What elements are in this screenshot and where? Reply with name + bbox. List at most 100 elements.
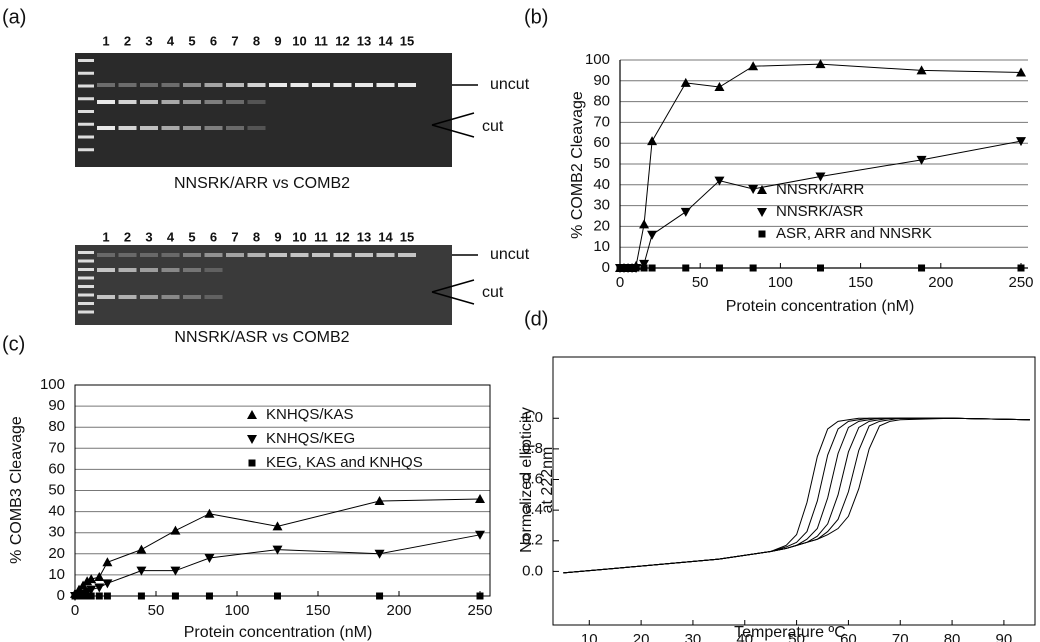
marker [104,593,111,600]
lane-number: 6 [210,33,217,48]
gel-band [119,268,137,272]
x-axis-title: Protein concentration (nM) [726,298,915,315]
lane-number: 10 [292,229,306,244]
legend-label: ASR, ARR and NNSRK [776,225,932,242]
x-tick-label: 100 [768,274,793,291]
y-tick-label: 10 [593,238,610,255]
marker [247,435,257,444]
ladder-band [78,251,94,254]
marker [750,265,757,272]
x-axis-title: Temperature ºC [734,624,846,641]
gel-band [226,83,244,87]
marker [138,593,145,600]
marker [759,231,766,238]
marker [633,265,640,272]
x-tick-label: 50 [148,602,165,619]
x-tick-label: 150 [848,274,873,291]
gel-band [140,295,158,299]
gel-band [162,100,180,104]
lane-number: 12 [335,229,349,244]
gel-band [183,253,201,257]
y-tick-label: 100 [40,376,65,393]
gel-band [398,83,416,87]
lane-number: 12 [335,33,349,48]
panel-label: (b) [524,6,548,28]
y-tick-label: 80 [48,418,65,435]
ladder-band [78,148,94,151]
gel-band [119,253,137,257]
lane-number: 3 [145,229,152,244]
y-tick-label: 70 [593,113,610,130]
series-line [563,418,1029,573]
lane-number: 9 [274,229,281,244]
gel-band [140,126,158,130]
panel-label: (c) [2,333,25,355]
gel-band [291,253,309,257]
lane-number: 14 [378,229,393,244]
x-tick-label: 90 [996,631,1013,642]
gel-band [97,100,115,104]
gel-band [162,295,180,299]
ladder-band [78,277,94,280]
gel-band [291,83,309,87]
series-line [563,418,1029,573]
lane-number: 11 [314,229,328,244]
marker [816,59,826,68]
legend-label: KNHQS/KAS [266,406,354,423]
gel-band [97,268,115,272]
gel-band [312,253,330,257]
gel-band [205,83,223,87]
gel-band [334,83,352,87]
ladder-band [78,97,94,100]
gel-band [205,268,223,272]
gel-band [183,83,201,87]
ladder-band [78,85,94,88]
gel-band [312,83,330,87]
marker [647,136,657,145]
gel-band [205,253,223,257]
ladder-band [78,294,94,297]
series-line [563,418,1029,573]
x-axis-title: Protein concentration (nM) [184,624,373,641]
marker [1018,265,1025,272]
x-tick-label: 250 [467,602,492,619]
x-tick-label: 10 [581,631,598,642]
lane-number: 5 [188,33,195,48]
y-tick-label: 40 [48,503,65,520]
gel-band [269,83,287,87]
y-tick-label: 0.0 [522,562,543,579]
marker [102,557,112,566]
panel-label: (d) [524,308,548,330]
gel-band [97,83,115,87]
y-tick-label: 20 [593,217,610,234]
marker [757,208,767,217]
gel-band [162,268,180,272]
lane-number: 11 [314,33,328,48]
gel-band [162,253,180,257]
ladder-band [78,123,94,126]
ladder-band [78,302,94,305]
gel-band [205,126,223,130]
gel-band [205,295,223,299]
x-tick-label: 20 [633,631,650,642]
gel-band [205,100,223,104]
ladder-band [78,285,94,288]
lane-number: 13 [357,229,371,244]
y-tick-label: 10 [48,566,65,583]
lane-number: 9 [274,33,281,48]
marker [641,265,648,272]
lane-number: 14 [378,33,393,48]
gel-band [97,126,115,130]
gel-band [140,268,158,272]
gel-band [183,268,201,272]
x-tick-label: 150 [305,602,330,619]
marker [477,593,484,600]
gel-band [248,83,266,87]
lane-number: 7 [231,33,238,48]
gel-image [75,53,452,167]
y-tick-label: 50 [593,155,610,172]
gel-band [140,253,158,257]
lane-number: 10 [292,33,306,48]
lane-number: 7 [231,229,238,244]
figure: (a) (b) (c) (d) uncut cut uncut cut NNSR… [0,0,1040,642]
